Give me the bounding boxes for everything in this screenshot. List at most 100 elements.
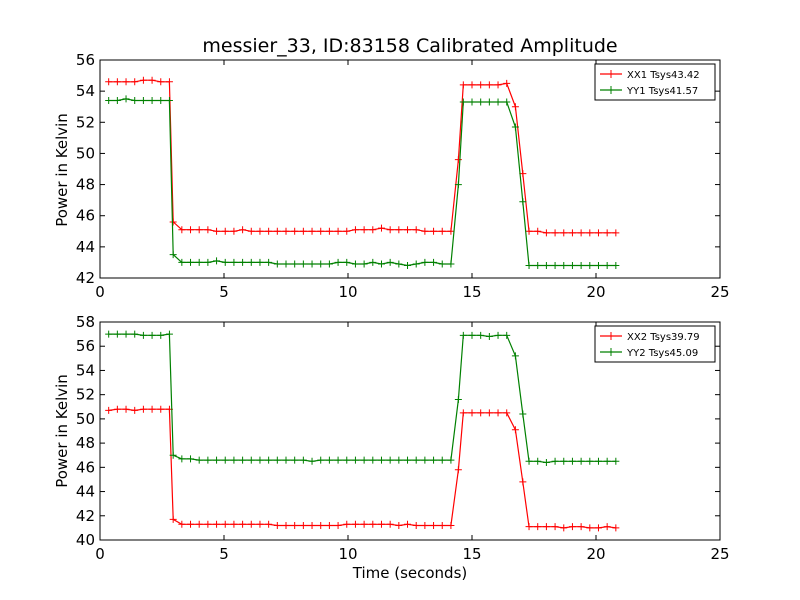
y-tick-label: 50 bbox=[76, 410, 95, 428]
data-point-0 bbox=[395, 521, 403, 529]
data-point-1 bbox=[404, 262, 412, 270]
data-point-1 bbox=[195, 456, 203, 464]
data-point-0 bbox=[438, 227, 446, 235]
data-point-0 bbox=[131, 78, 139, 86]
data-point-1 bbox=[542, 458, 550, 466]
data-point-1 bbox=[525, 457, 533, 465]
data-point-0 bbox=[577, 523, 585, 531]
data-point-0 bbox=[560, 229, 568, 237]
data-point-0 bbox=[239, 520, 247, 528]
data-point-1 bbox=[369, 456, 377, 464]
data-point-1 bbox=[454, 181, 462, 189]
y-tick-label: 54 bbox=[76, 82, 95, 100]
data-point-1 bbox=[204, 258, 212, 266]
data-point-1 bbox=[594, 457, 602, 465]
data-point-1 bbox=[139, 96, 147, 104]
legend-label: XX2 Tsys39.79 bbox=[627, 332, 700, 343]
y-tick-label: 48 bbox=[76, 176, 95, 194]
data-point-0 bbox=[386, 520, 394, 528]
x-tick-label: 5 bbox=[219, 545, 229, 563]
data-point-1 bbox=[447, 260, 455, 268]
data-point-0 bbox=[325, 521, 333, 529]
legend bbox=[594, 325, 716, 363]
data-point-1 bbox=[334, 258, 342, 266]
data-point-0 bbox=[603, 523, 611, 531]
data-point-1 bbox=[459, 98, 467, 106]
data-point-0 bbox=[404, 520, 412, 528]
data-point-1 bbox=[511, 123, 519, 131]
data-point-1 bbox=[430, 456, 438, 464]
chart-title: messier_33, ID:83158 Calibrated Amplitud… bbox=[202, 35, 617, 57]
bottom-xlabel: Time (seconds) bbox=[352, 564, 468, 582]
data-point-0 bbox=[299, 521, 307, 529]
data-point-1 bbox=[139, 331, 147, 339]
data-point-1 bbox=[169, 251, 177, 259]
data-point-1 bbox=[187, 258, 195, 266]
data-point-1 bbox=[317, 456, 325, 464]
data-point-1 bbox=[438, 456, 446, 464]
data-point-0 bbox=[213, 520, 221, 528]
data-point-1 bbox=[369, 258, 377, 266]
data-point-1 bbox=[519, 198, 527, 206]
data-point-1 bbox=[178, 455, 186, 463]
data-point-1 bbox=[308, 260, 316, 268]
data-point-0 bbox=[534, 523, 542, 531]
data-point-1 bbox=[131, 330, 139, 338]
data-point-1 bbox=[325, 456, 333, 464]
data-point-1 bbox=[447, 456, 455, 464]
data-point-0 bbox=[525, 523, 533, 531]
data-point-1 bbox=[148, 331, 156, 339]
data-point-1 bbox=[131, 96, 139, 104]
legend-label: XX1 Tsys43.42 bbox=[627, 70, 700, 81]
y-tick-label: 56 bbox=[76, 51, 95, 69]
data-point-1 bbox=[343, 258, 351, 266]
data-point-0 bbox=[360, 520, 368, 528]
data-point-0 bbox=[369, 520, 377, 528]
data-point-0 bbox=[122, 405, 130, 413]
data-point-1 bbox=[534, 262, 542, 270]
data-point-0 bbox=[148, 76, 156, 84]
top-ylabel: Power in Kelvin bbox=[53, 113, 71, 227]
data-point-0 bbox=[351, 520, 359, 528]
data-point-0 bbox=[131, 406, 139, 414]
data-point-1 bbox=[239, 456, 247, 464]
data-point-1 bbox=[265, 258, 273, 266]
data-point-0 bbox=[299, 227, 307, 235]
data-point-0 bbox=[317, 227, 325, 235]
y-tick-label: 54 bbox=[76, 361, 95, 379]
data-point-0 bbox=[113, 405, 121, 413]
data-point-0 bbox=[139, 76, 147, 84]
data-point-1 bbox=[551, 262, 559, 270]
y-tick-label: 42 bbox=[76, 269, 95, 287]
data-point-1 bbox=[485, 98, 493, 106]
data-point-0 bbox=[560, 524, 568, 532]
x-tick-label: 20 bbox=[586, 283, 605, 301]
data-point-0 bbox=[169, 218, 177, 226]
data-point-1 bbox=[105, 330, 113, 338]
data-point-1 bbox=[612, 457, 620, 465]
x-tick-label: 25 bbox=[710, 283, 729, 301]
data-point-1 bbox=[421, 456, 429, 464]
data-point-0 bbox=[256, 227, 264, 235]
data-point-0 bbox=[187, 226, 195, 234]
data-point-0 bbox=[195, 520, 203, 528]
data-point-0 bbox=[577, 229, 585, 237]
data-point-1 bbox=[360, 260, 368, 268]
data-point-0 bbox=[178, 520, 186, 528]
y-tick-label: 58 bbox=[76, 313, 95, 331]
data-point-0 bbox=[247, 520, 255, 528]
data-point-0 bbox=[519, 478, 527, 486]
data-point-0 bbox=[568, 229, 576, 237]
x-tick-label: 10 bbox=[338, 545, 357, 563]
y-tick-label: 48 bbox=[76, 434, 95, 452]
data-point-0 bbox=[369, 226, 377, 234]
data-point-0 bbox=[230, 227, 238, 235]
data-point-1 bbox=[351, 456, 359, 464]
y-tick-label: 42 bbox=[76, 507, 95, 525]
data-point-1 bbox=[560, 457, 568, 465]
data-point-1 bbox=[377, 260, 385, 268]
data-point-0 bbox=[282, 521, 290, 529]
data-point-1 bbox=[503, 331, 511, 339]
x-tick-label: 20 bbox=[586, 545, 605, 563]
data-point-1 bbox=[299, 260, 307, 268]
